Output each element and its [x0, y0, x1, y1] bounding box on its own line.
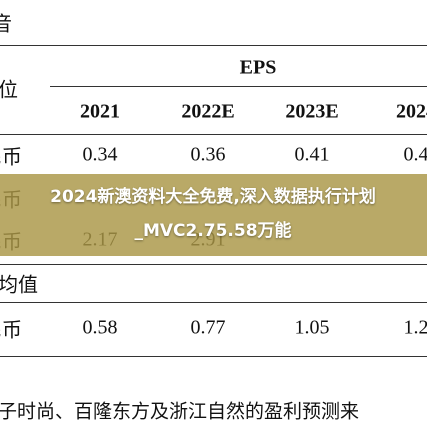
cell: 0.77: [190, 316, 226, 339]
banner[interactable]: 2024新澳资料大全免费,深入数据执行计划_MVC2.75.58万能: [0, 174, 427, 256]
rule: [50, 86, 427, 87]
rule: [0, 134, 427, 135]
column-header: 2023E: [285, 100, 339, 123]
rule: [0, 356, 427, 357]
cell: 1.05: [294, 316, 330, 339]
cell: 0.4: [403, 143, 427, 166]
rule: [0, 45, 427, 46]
cell: 0.36: [190, 143, 226, 166]
left-header: 位: [0, 79, 18, 102]
rule: [0, 302, 427, 303]
cell: 1.2: [403, 316, 427, 339]
banner-title[interactable]: 2024新澳资料大全免费,深入数据执行计划_MVC2.75.58万能: [50, 187, 376, 241]
column-header: 2024: [396, 100, 427, 123]
row-label: 民币: [0, 146, 22, 169]
cell: 0.58: [82, 316, 118, 339]
section-label: 均值: [0, 274, 38, 297]
cell: 0.41: [294, 143, 330, 166]
group-header: EPS: [239, 56, 277, 79]
column-header: 2021: [80, 100, 120, 123]
footer-text: 子时尚、百隆东方及浙江自然的盈利预测来: [0, 401, 360, 423]
column-header: 2022E: [181, 100, 235, 123]
rule: [0, 264, 427, 265]
cell: 0.34: [82, 143, 118, 166]
row-label: 民币: [0, 319, 22, 342]
corner-label: 音: [0, 13, 12, 36]
